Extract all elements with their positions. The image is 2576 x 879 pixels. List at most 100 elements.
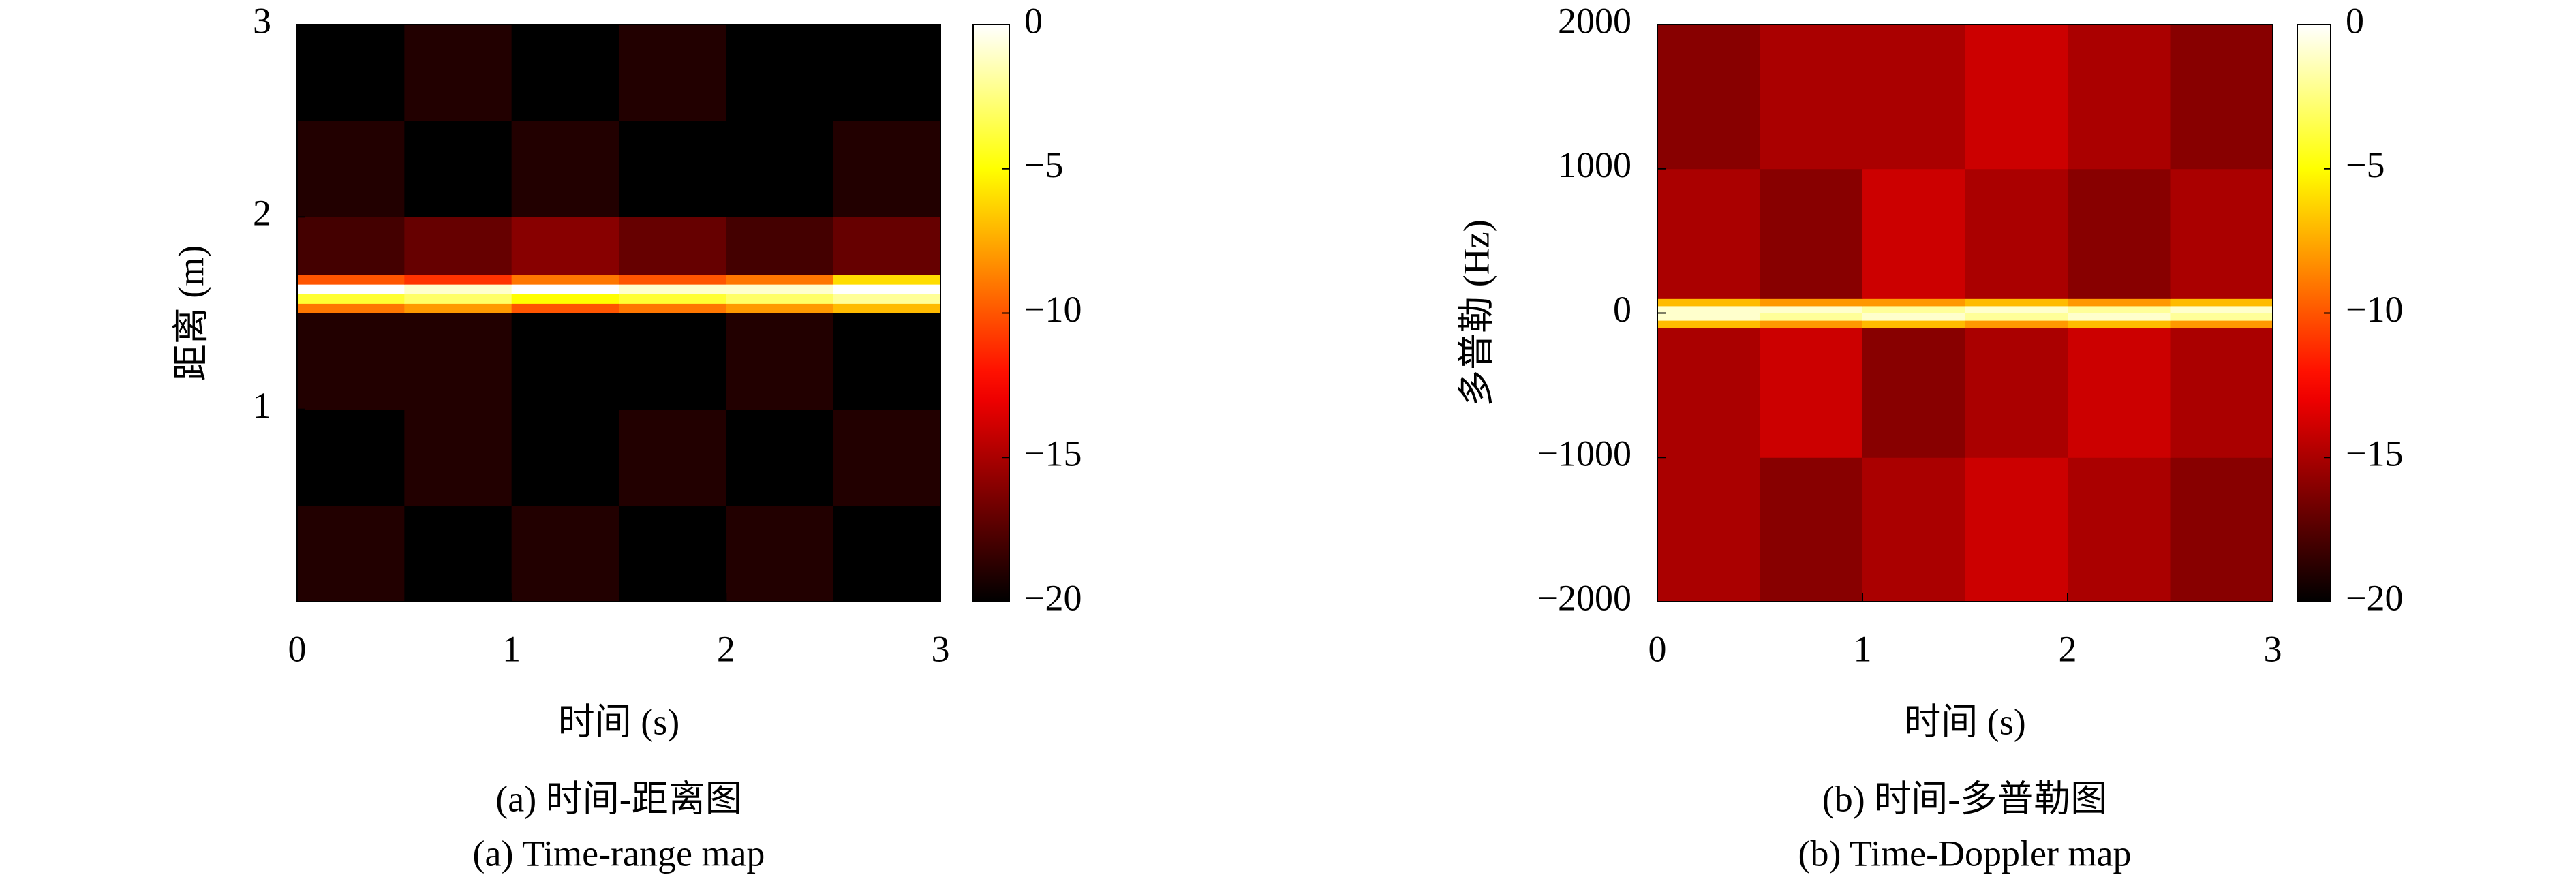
caption: (a) 时间-距离图 xyxy=(495,778,741,819)
x-tick-label: 3 xyxy=(932,628,950,669)
heatmap-cell xyxy=(2068,168,2171,299)
heatmap-cell xyxy=(404,313,512,410)
heatmap-cell xyxy=(297,217,405,275)
heatmap-cell xyxy=(726,505,834,602)
heatmap-cell xyxy=(1760,313,1863,321)
heatmap-cell xyxy=(619,217,726,275)
heatmap-cell xyxy=(297,409,405,506)
y-axis-label: 多普勒 (Hz) xyxy=(1456,219,1497,406)
heatmap-cell xyxy=(2068,327,2171,458)
heatmap-cell xyxy=(297,284,405,294)
colorbar-tick-label: 0 xyxy=(1024,0,1043,41)
heatmap-cell xyxy=(1760,457,1863,602)
heatmap-cell xyxy=(2170,320,2273,328)
heatmap-cell xyxy=(619,505,726,602)
heatmap-cell xyxy=(1965,25,2068,170)
heatmap-cell xyxy=(1862,313,1965,321)
colorbar-tick-label: −15 xyxy=(2346,433,2403,474)
x-tick-label: 1 xyxy=(1854,628,1872,669)
heatmap-cell xyxy=(297,275,405,285)
plot-frame xyxy=(296,24,941,602)
heatmap-cell xyxy=(726,313,834,410)
heatmap-cell xyxy=(404,25,512,121)
y-tick-label: 2000 xyxy=(1558,0,1631,41)
heatmap-cell xyxy=(404,275,512,285)
colorbar-tick-label: −20 xyxy=(1024,577,1082,618)
x-tick-label: 1 xyxy=(502,628,521,669)
caption-english: (b) Time-Doppler map xyxy=(1798,833,2132,874)
colorbar-tick-label: −15 xyxy=(1024,433,1082,474)
heatmap-cell xyxy=(833,505,941,602)
heatmap-cell xyxy=(1760,168,1863,299)
heatmap-cell xyxy=(404,505,512,602)
colorbar-tick-label: −20 xyxy=(2346,577,2403,618)
heatmap-cell xyxy=(1965,313,2068,321)
heatmap-cell xyxy=(726,121,834,217)
heatmap-cell xyxy=(1657,25,1760,170)
heatmap-cell xyxy=(1862,25,1965,170)
heatmap-cell xyxy=(619,303,726,313)
heatmap-cell xyxy=(1760,327,1863,458)
heatmap-cell xyxy=(511,284,619,294)
heatmap-cell xyxy=(1862,320,1965,328)
y-tick-label: 1 xyxy=(253,385,271,426)
heatmap-cell xyxy=(511,303,619,313)
heatmap-cell xyxy=(1657,327,1760,458)
y-tick-label: 1000 xyxy=(1558,144,1631,185)
colorbar-tick-label: 0 xyxy=(2346,0,2364,41)
heatmap-cell xyxy=(1965,305,2068,313)
heatmap-cell xyxy=(1657,320,1760,328)
heatmap-cell xyxy=(2170,305,2273,313)
heatmap-cell xyxy=(833,313,941,410)
heatmap-cell xyxy=(833,409,941,506)
heatmap-cell xyxy=(2170,327,2273,458)
heatmap-cell xyxy=(297,303,405,313)
heatmap-cell xyxy=(726,275,834,285)
heatmap-cell xyxy=(297,294,405,304)
heatmap-cell xyxy=(511,217,619,275)
x-tick-label: 3 xyxy=(2264,628,2282,669)
heatmap-cell xyxy=(1760,25,1863,170)
heatmap-cell xyxy=(833,303,941,313)
y-tick-label: −2000 xyxy=(1537,577,1631,618)
y-tick-label: 0 xyxy=(1613,289,1631,330)
heatmap-cell xyxy=(833,217,941,275)
heatmap-cell xyxy=(1965,327,2068,458)
heatmap-cell xyxy=(1657,305,1760,313)
heatmap-cell xyxy=(2170,298,2273,307)
heatmap-cell xyxy=(726,217,834,275)
heatmap-cell xyxy=(1862,168,1965,299)
x-tick-label: 2 xyxy=(2059,628,2077,669)
heatmap-cell xyxy=(726,409,834,506)
x-tick-label: 0 xyxy=(288,628,307,669)
heatmap-cell xyxy=(619,409,726,506)
heatmap-cell xyxy=(1657,298,1760,307)
heatmap-cell xyxy=(1657,313,1760,321)
heatmap-cell xyxy=(511,275,619,285)
heatmap-cell xyxy=(1862,457,1965,602)
heatmap-cell xyxy=(833,275,941,285)
heatmap-cell xyxy=(511,294,619,304)
heatmap-cell xyxy=(511,313,619,410)
heatmap-cell xyxy=(2068,457,2171,602)
heatmap-cell xyxy=(2068,320,2171,328)
heatmap-cell xyxy=(297,505,405,602)
heatmap-cell xyxy=(1760,320,1863,328)
y-tick-label: −1000 xyxy=(1537,433,1631,474)
heatmap-cell xyxy=(2170,25,2273,170)
heatmap-cell xyxy=(404,409,512,506)
heatmap-cell xyxy=(1965,457,2068,602)
heatmap-cell xyxy=(833,121,941,217)
y-tick-label: 3 xyxy=(253,0,271,41)
colorbar-tick-label: −5 xyxy=(1024,144,1063,185)
heatmap-cell xyxy=(404,303,512,313)
heatmap-cell xyxy=(511,121,619,217)
caption: (b) 时间-多普勒图 xyxy=(1822,778,2107,819)
caption-english: (a) Time-range map xyxy=(473,833,765,874)
x-tick-label: 2 xyxy=(717,628,735,669)
heatmap-cell xyxy=(1965,320,2068,328)
heatmap-cell xyxy=(619,313,726,410)
heatmap-cell xyxy=(511,505,619,602)
heatmap-cell xyxy=(833,284,941,294)
